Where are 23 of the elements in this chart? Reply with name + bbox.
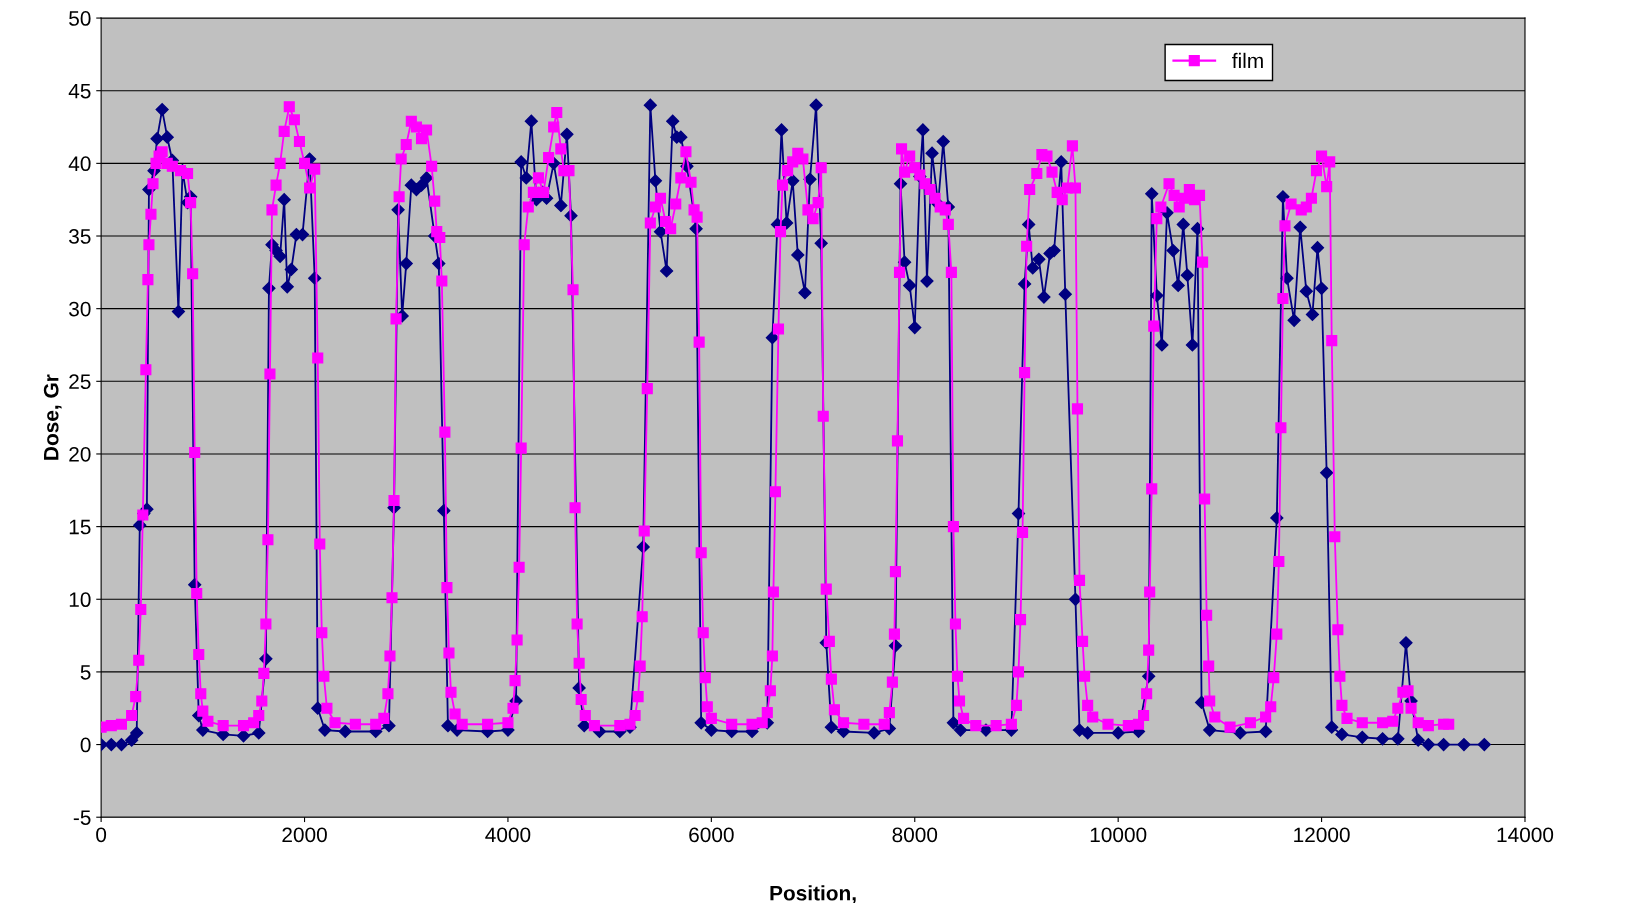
x-tick-label: 6000: [689, 827, 734, 843]
y-tick-label: 25: [69, 374, 91, 390]
y-tick-label: 5: [80, 665, 91, 680]
x-tick-label: 8000: [892, 827, 938, 843]
x-axis-title: Position,: [770, 885, 856, 903]
y-tick-label: 45: [68, 83, 91, 99]
y-axis-title: Dose, Gr: [43, 374, 62, 460]
legend-label: film: [1232, 52, 1263, 68]
y-tick-label: 10: [69, 592, 91, 608]
x-tick-label: 2000: [282, 827, 327, 843]
y-tick-label: 50: [69, 11, 91, 26]
y-tick-label: 20: [69, 446, 91, 462]
y-tick-label: 0: [80, 737, 91, 753]
y-tick-label: 15: [69, 519, 91, 535]
y-tick-label: 30: [69, 301, 91, 317]
x-tick-label: 10000: [1090, 827, 1147, 843]
x-tick-label: 0: [96, 827, 107, 843]
x-tick-label: 12000: [1294, 827, 1350, 843]
y-tick-label: -5: [73, 810, 91, 825]
x-tick-label: 14000: [1497, 827, 1554, 843]
x-tick-label: 4000: [485, 827, 531, 843]
y-tick-label: 35: [69, 229, 91, 244]
y-tick-label: 40: [68, 156, 91, 172]
